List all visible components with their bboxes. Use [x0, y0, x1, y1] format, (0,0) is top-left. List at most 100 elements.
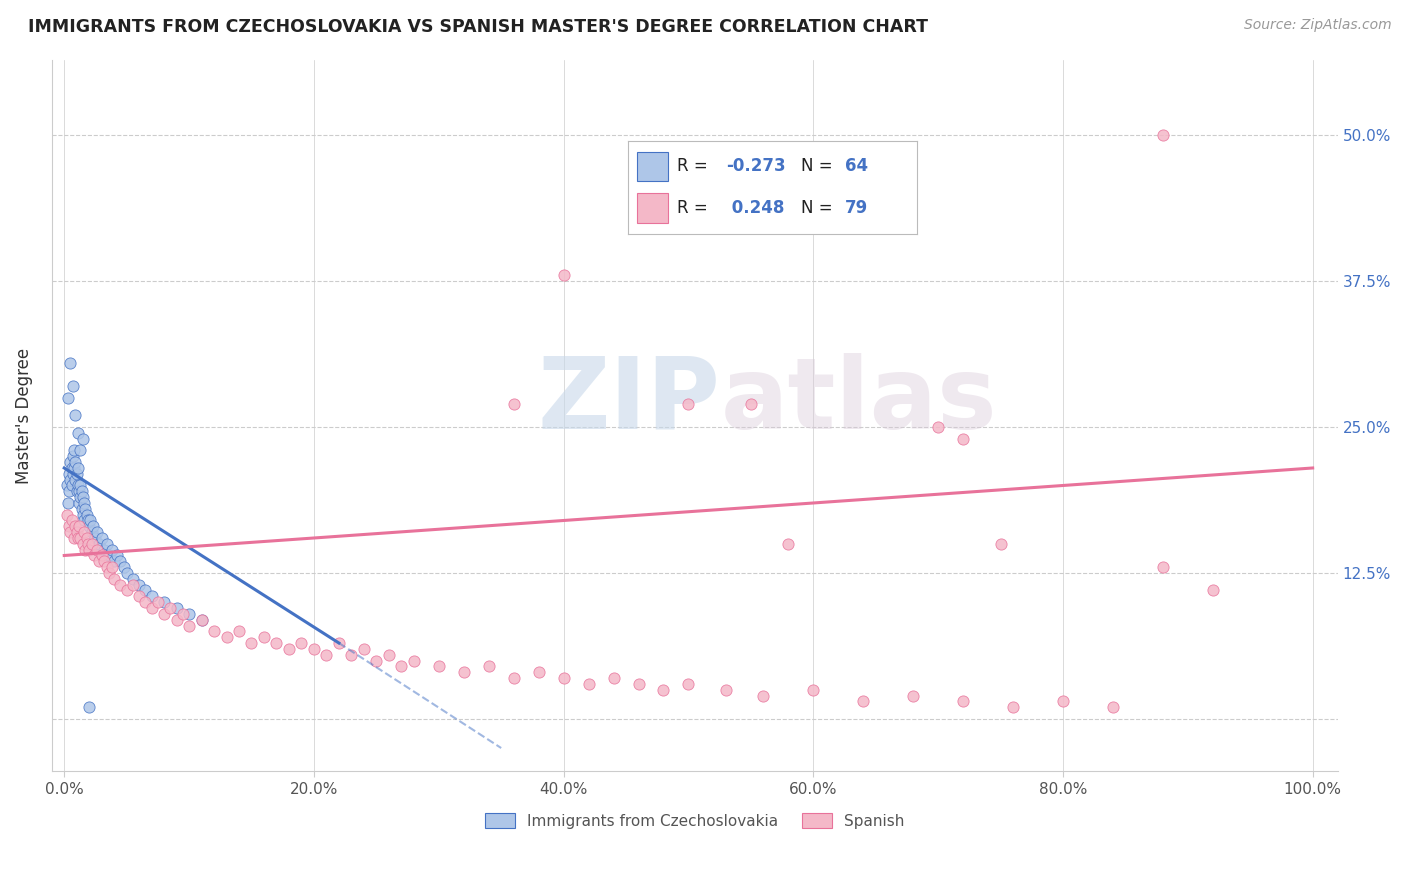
Point [73, 525, 96, 540]
Point [66, 478, 89, 492]
Point [66, 461, 89, 475]
Point [66, 467, 89, 481]
Point [110, 577, 132, 591]
Point [62, 379, 84, 393]
Point [328, 636, 350, 650]
Point [65, 473, 87, 487]
Point [77, 700, 100, 714]
Point [266, 636, 288, 650]
Point [278, 641, 301, 656]
Point [202, 624, 225, 639]
Point [1002, 700, 1025, 714]
Point [73, 514, 96, 528]
Point [56, 496, 79, 510]
Point [103, 572, 125, 586]
Point [60, 478, 83, 492]
Point [58, 519, 80, 533]
Point [98, 566, 121, 580]
Point [77, 514, 100, 528]
Point [115, 566, 138, 580]
Point [402, 653, 425, 667]
Point [105, 549, 128, 563]
Point [67, 519, 90, 533]
Point [67, 496, 90, 510]
Point [63, 443, 86, 458]
Point [77, 537, 100, 551]
Point [952, 694, 974, 708]
Point [69, 443, 91, 458]
Point [59, 356, 82, 370]
Point [852, 694, 875, 708]
Text: ZIP: ZIP [537, 352, 720, 450]
Point [65, 409, 87, 423]
Point [83, 549, 105, 563]
Point [66, 425, 89, 440]
Text: N =: N = [801, 157, 838, 176]
Point [55, 508, 77, 522]
Point [740, 397, 762, 411]
Point [89, 537, 111, 551]
Point [82, 519, 104, 533]
Point [527, 665, 550, 680]
Point [98, 549, 121, 563]
Point [990, 537, 1012, 551]
Point [1152, 128, 1174, 143]
Point [340, 648, 363, 662]
Point [69, 478, 91, 492]
Point [302, 641, 325, 656]
Point [84, 531, 107, 545]
Point [253, 630, 276, 644]
Point [62, 467, 84, 481]
Point [75, 542, 97, 557]
Point [59, 455, 82, 469]
Point [110, 554, 132, 568]
Point [69, 490, 91, 504]
Point [90, 531, 112, 545]
Point [86, 525, 108, 540]
Point [72, 508, 94, 522]
FancyBboxPatch shape [637, 152, 668, 181]
Point [93, 554, 115, 568]
Point [86, 542, 108, 557]
Point [76, 508, 98, 522]
Text: -0.273: -0.273 [725, 157, 786, 176]
Text: 64: 64 [845, 157, 868, 176]
Point [80, 525, 103, 540]
Point [153, 607, 176, 621]
Point [502, 397, 524, 411]
Point [63, 531, 86, 545]
Point [75, 501, 97, 516]
Point [315, 648, 337, 662]
Point [79, 514, 101, 528]
Point [96, 537, 118, 551]
Point [141, 590, 163, 604]
Point [80, 537, 103, 551]
Point [65, 455, 87, 469]
Point [72, 537, 94, 551]
Point [778, 537, 800, 551]
Point [240, 636, 263, 650]
Point [76, 531, 98, 545]
Point [70, 501, 93, 516]
Point [112, 560, 135, 574]
Point [103, 554, 125, 568]
Point [553, 671, 575, 685]
Point [73, 496, 96, 510]
Point [228, 624, 250, 639]
Point [678, 397, 700, 411]
Point [378, 648, 401, 662]
Point [166, 613, 188, 627]
Point [63, 461, 86, 475]
Point [652, 682, 675, 697]
Point [1052, 694, 1074, 708]
Point [56, 391, 79, 405]
Point [714, 682, 737, 697]
Point [96, 560, 118, 574]
Point [190, 613, 212, 627]
Text: R =: R = [678, 157, 713, 176]
Point [1152, 560, 1174, 574]
Point [366, 653, 388, 667]
Point [60, 514, 83, 528]
Point [927, 420, 949, 434]
Text: IMMIGRANTS FROM CZECHOSLOVAKIA VS SPANISH MASTER'S DEGREE CORRELATION CHART: IMMIGRANTS FROM CZECHOSLOVAKIA VS SPANIS… [28, 18, 928, 36]
